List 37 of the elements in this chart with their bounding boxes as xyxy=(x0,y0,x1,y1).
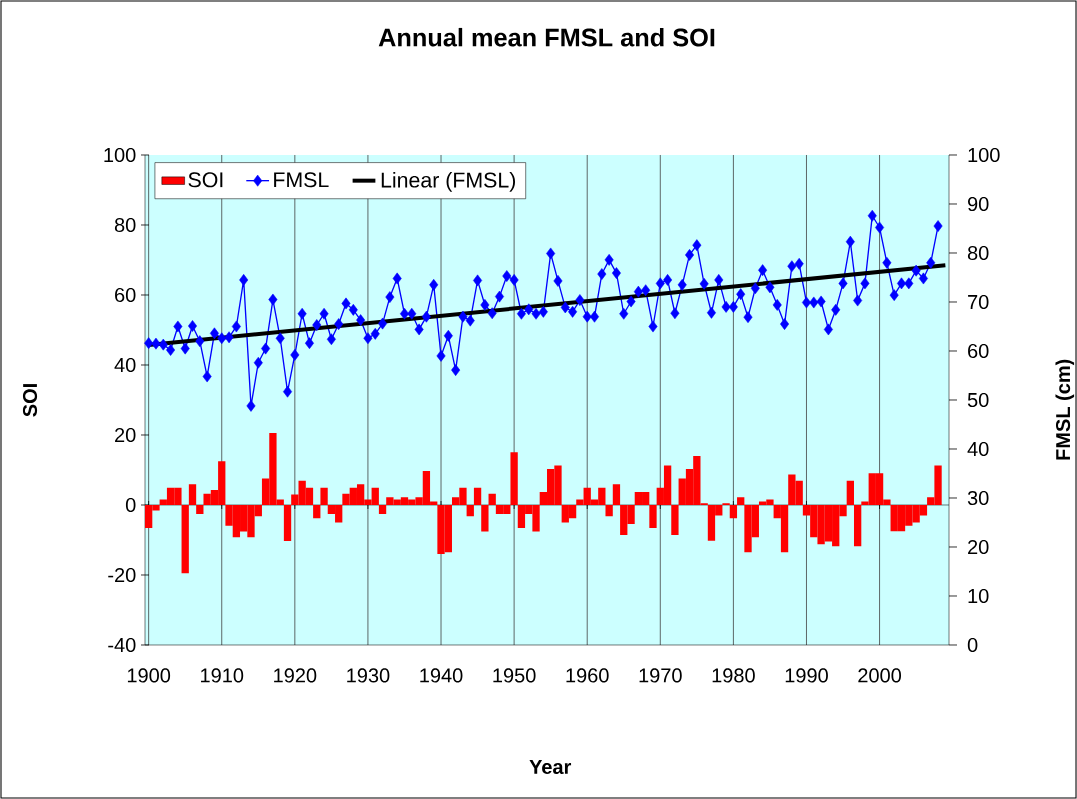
y2-tick-label: 20 xyxy=(968,539,989,555)
y2-tick-label: 70 xyxy=(968,294,989,310)
x-tick-label: 1910 xyxy=(201,668,244,683)
x-tick-label: 1990 xyxy=(785,668,828,683)
y-tick-label: -40 xyxy=(108,637,136,653)
legend-label: Linear (FMSL) xyxy=(381,171,516,192)
y2-tick-label: 60 xyxy=(968,343,989,359)
y2-tick-label: 50 xyxy=(967,392,989,408)
x-tick-label: 1920 xyxy=(274,668,317,683)
y-tick-label: 40 xyxy=(114,357,136,373)
y2-tick-label: 90 xyxy=(968,196,989,212)
x-tick-label: 1970 xyxy=(639,668,682,683)
legend-label: FMSL xyxy=(274,172,329,188)
y2-tick-label: 10 xyxy=(968,588,989,604)
y-tick-label: 100 xyxy=(104,147,136,163)
y-tick-label: 0 xyxy=(125,497,136,513)
chart-title: Annual mean FMSL and SOI xyxy=(378,27,715,47)
y2-tick-label: 100 xyxy=(968,147,1000,163)
x-tick-label: 2000 xyxy=(858,668,902,683)
x-tick-label: 1900 xyxy=(127,668,171,683)
y-tick-label: 20 xyxy=(115,427,136,443)
x-tick-label: 1950 xyxy=(493,668,536,683)
y-tick-label: 80 xyxy=(114,217,136,233)
y-tick-label: -20 xyxy=(108,567,136,583)
x-axis-title: Year xyxy=(529,760,572,774)
legend-label: SOI xyxy=(188,172,223,188)
y2-tick-label: 80 xyxy=(967,245,989,261)
y-axis-title: SOI xyxy=(22,384,38,417)
x-tick-label: 1960 xyxy=(566,668,609,683)
x-tick-label: 1940 xyxy=(420,668,463,683)
y-tick-label: 60 xyxy=(115,287,136,303)
x-tick-label: 1930 xyxy=(347,668,390,683)
y2-tick-label: 0 xyxy=(967,637,978,653)
x-tick-label: 1980 xyxy=(712,668,755,683)
y2-tick-label: 30 xyxy=(967,490,989,506)
y2-tick-label: 40 xyxy=(967,441,989,457)
y2-axis-title: FMSL (cm) xyxy=(1055,359,1075,460)
